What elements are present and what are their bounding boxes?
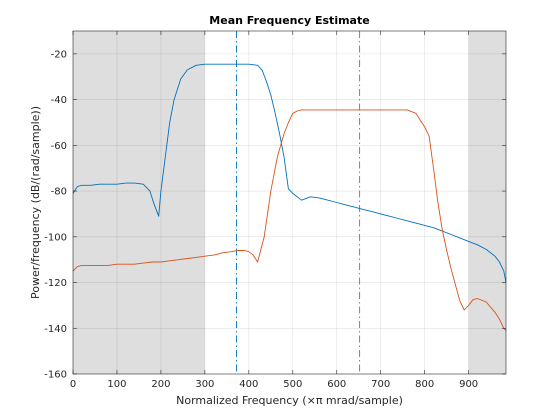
x-axis-label: Normalized Frequency (×π mrad/sample) bbox=[176, 394, 403, 407]
shaded-region-0 bbox=[73, 31, 205, 374]
x-tick-label: 600 bbox=[327, 379, 346, 390]
y-tick-label: -20 bbox=[51, 49, 67, 60]
x-tick-label: 100 bbox=[107, 379, 126, 390]
y-tick-label: -160 bbox=[44, 370, 67, 381]
series-line-0 bbox=[72, 63, 507, 283]
y-tick-label: -40 bbox=[51, 95, 67, 106]
x-tick-label: 800 bbox=[415, 379, 434, 390]
y-tick-label: -60 bbox=[51, 141, 67, 152]
y-tick-label: -100 bbox=[44, 232, 67, 243]
series-line-1 bbox=[72, 109, 507, 331]
x-tick-label: 200 bbox=[151, 379, 170, 390]
shaded-regions bbox=[73, 31, 506, 374]
x-tick-label: 0 bbox=[70, 379, 76, 390]
y-axis-label: Power/frequency (dB/(rad/sample)) bbox=[29, 106, 42, 299]
x-tick-label: 500 bbox=[283, 379, 302, 390]
mean-frequency-markers bbox=[236, 31, 361, 374]
axes-box bbox=[72, 30, 507, 375]
axis-ticks: 0 100 200 300 400 500 600 700 800 900 -160 -140 -120… bbox=[44, 31, 506, 390]
x-tick-label: 400 bbox=[239, 379, 258, 390]
shaded-region-1 bbox=[468, 31, 506, 374]
y-tick-label: -140 bbox=[44, 324, 67, 335]
y-tick-label: -80 bbox=[51, 187, 67, 198]
x-tick-label: 900 bbox=[459, 379, 478, 390]
chart-title: Mean Frequency Estimate bbox=[209, 14, 369, 27]
x-tick-label: 700 bbox=[371, 379, 390, 390]
y-tick-label: -120 bbox=[44, 278, 67, 289]
x-tick-label: 300 bbox=[195, 379, 214, 390]
series-lines bbox=[72, 63, 507, 331]
